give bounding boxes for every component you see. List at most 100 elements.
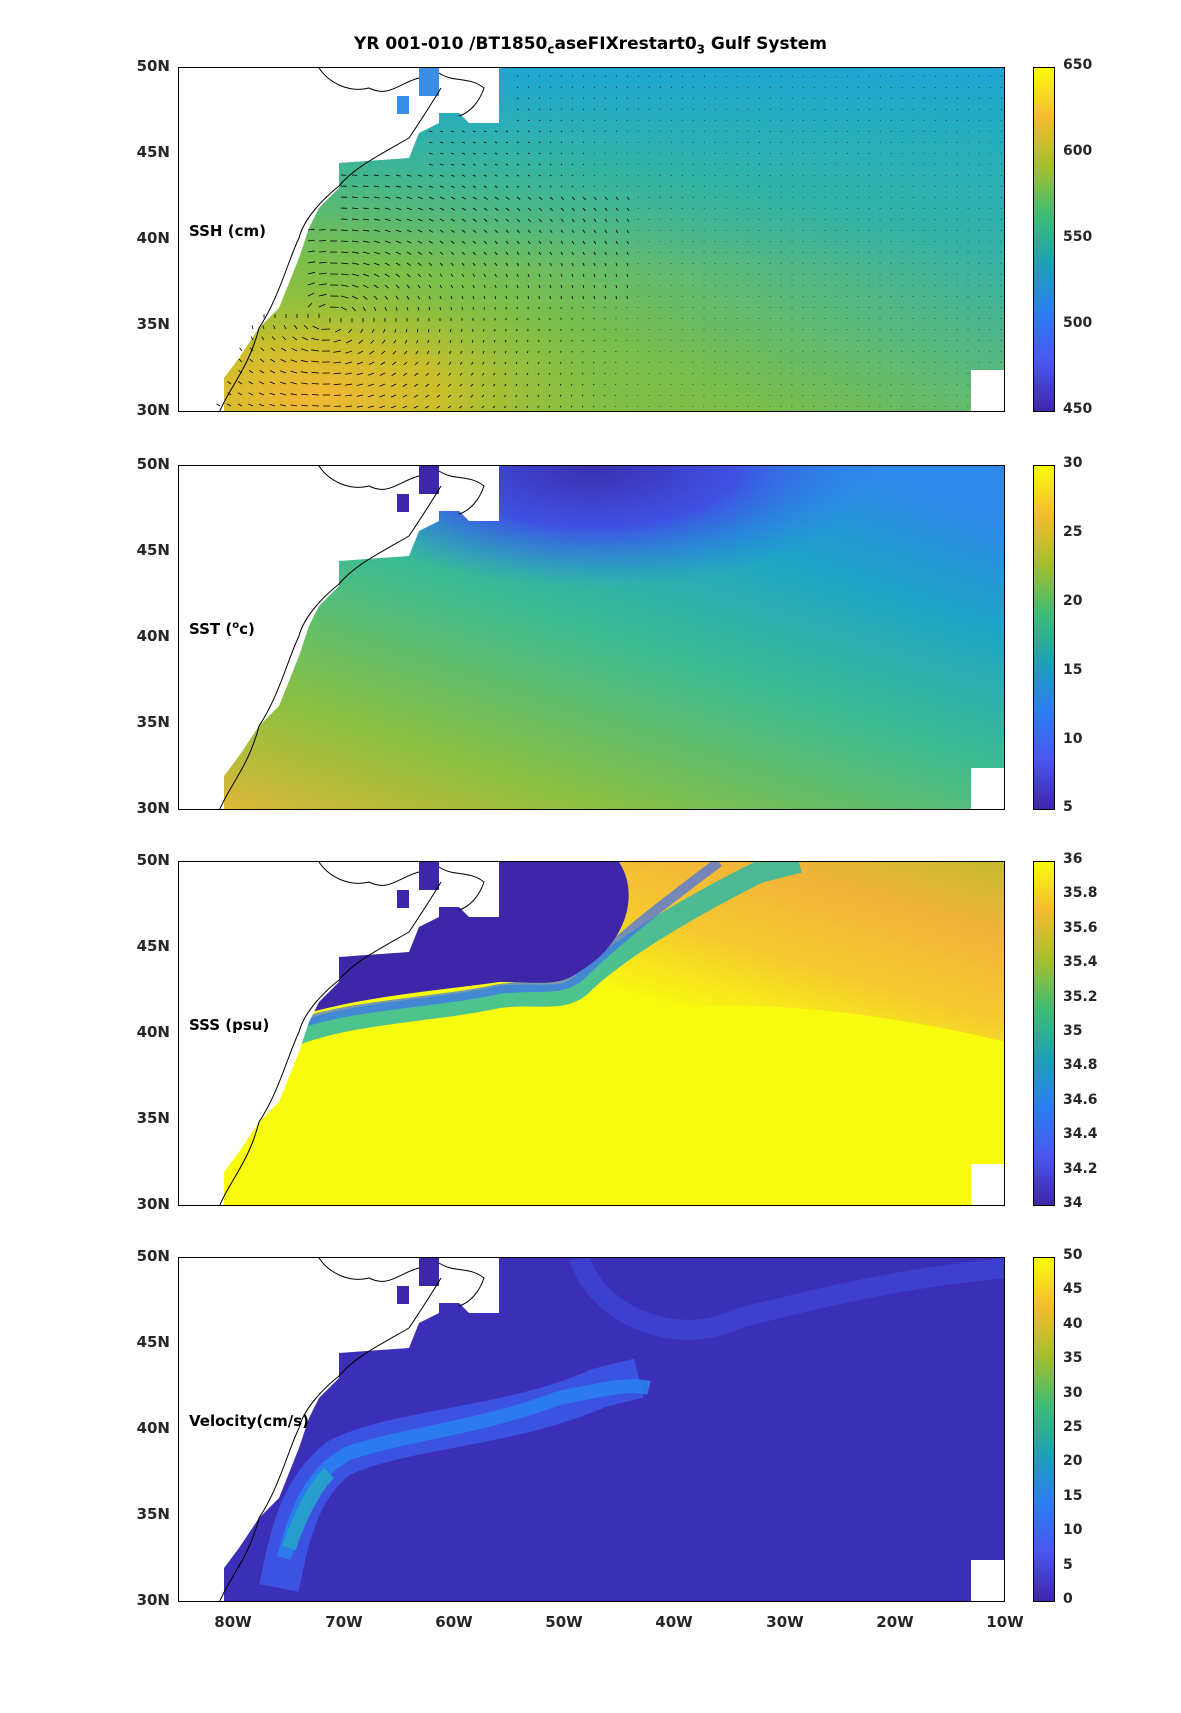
velocity-vector — [582, 108, 585, 110]
velocity-vector — [259, 358, 265, 363]
velocity-vector — [527, 295, 530, 300]
velocity-vector — [626, 196, 630, 201]
velocity-vector — [692, 141, 694, 143]
velocity-vector — [494, 196, 499, 200]
velocity-vector — [615, 262, 618, 267]
velocity-vector — [769, 119, 771, 121]
velocity-vector — [538, 240, 542, 245]
velocity-vector — [681, 141, 683, 143]
velocity-vector — [615, 273, 618, 278]
velocity-vector — [402, 383, 408, 387]
velocity-vector — [460, 339, 463, 343]
velocity-vector — [604, 405, 606, 408]
velocity-vector — [604, 284, 607, 289]
velocity-vector — [549, 207, 553, 211]
velocity-vector — [450, 306, 452, 311]
velocity-vector — [259, 381, 265, 385]
velocity-vector — [604, 141, 606, 143]
velocity-vector — [483, 185, 487, 188]
velocity-vector — [582, 97, 585, 99]
velocity-vector — [527, 262, 530, 267]
velocity-vector — [538, 119, 541, 121]
velocity-vector — [604, 196, 608, 200]
velocity-vector — [549, 185, 552, 188]
velocity-vector — [505, 218, 510, 222]
velocity-vector — [515, 372, 518, 376]
velocity-vector — [582, 284, 585, 289]
velocity-vector — [769, 108, 771, 110]
velocity-vector — [472, 273, 476, 278]
velocity-vector — [527, 130, 530, 133]
velocity-vector — [615, 295, 617, 300]
velocity-vector — [615, 108, 617, 110]
velocity-vector — [527, 218, 531, 222]
velocity-vector — [417, 262, 422, 267]
colorbar-tick: 36 — [1063, 851, 1083, 867]
velocity-vector — [472, 262, 476, 267]
lon-label: 80W — [214, 1613, 252, 1631]
velocity-vector — [615, 240, 618, 245]
velocity-vector — [560, 174, 563, 177]
velocity-vector — [538, 350, 540, 353]
velocity-vector — [425, 372, 430, 376]
velocity-vector — [505, 174, 509, 177]
velocity-vector — [637, 174, 639, 176]
velocity-vector — [659, 152, 661, 154]
velocity-vector — [449, 350, 452, 354]
velocity-vector — [368, 405, 375, 408]
velocity-vector — [417, 207, 423, 211]
velocity-vector — [560, 361, 562, 364]
velocity-vector — [290, 404, 298, 407]
velocity-vector — [280, 404, 287, 407]
velocity-vector — [318, 272, 327, 275]
velocity-vector — [492, 405, 496, 409]
velocity-vector — [681, 86, 683, 88]
velocity-vector — [747, 86, 749, 88]
velocity-vector — [461, 229, 466, 233]
velocity-vector — [470, 394, 474, 398]
velocity-vector — [448, 372, 452, 376]
velocity-vector — [311, 337, 320, 341]
velocity-vector — [333, 350, 342, 353]
velocity-vector — [461, 207, 467, 211]
velocity-vector — [626, 141, 628, 143]
velocity-vector — [593, 196, 597, 200]
velocity-vector — [626, 229, 630, 234]
velocity-vector — [824, 97, 826, 99]
velocity-vector — [402, 372, 408, 377]
velocity-vector — [659, 119, 661, 121]
velocity-vector — [351, 185, 358, 187]
velocity-vector — [269, 370, 276, 374]
velocity-vector — [582, 273, 585, 278]
velocity-vector — [626, 251, 629, 256]
velocity-vector — [505, 163, 509, 166]
velocity-vector — [494, 218, 499, 222]
lon-label: 70W — [325, 1613, 363, 1631]
velocity-vector — [301, 348, 309, 352]
colorbar-tick: 10 — [1063, 731, 1083, 747]
lat-label: 30N — [136, 1195, 170, 1213]
velocity-vector — [395, 262, 401, 266]
velocity-vector — [381, 339, 386, 344]
velocity-vector — [538, 251, 542, 256]
velocity-vector — [373, 306, 377, 311]
velocity-vector — [428, 240, 433, 244]
velocity-vector — [333, 339, 342, 343]
velocity-vector — [659, 163, 661, 165]
velocity-vector — [379, 394, 386, 398]
velocity-vector — [626, 152, 628, 154]
velocity-vector — [714, 75, 716, 77]
lon-label: 40W — [655, 1613, 693, 1631]
velocity-vector — [505, 130, 509, 133]
velocity-vector — [571, 196, 575, 200]
velocity-vector — [303, 325, 309, 330]
velocity-vector — [403, 361, 408, 366]
velocity-vector — [368, 372, 375, 376]
velocity-vector — [351, 251, 359, 254]
velocity-vector — [450, 229, 455, 233]
velocity-vector — [780, 130, 782, 132]
velocity-vector — [571, 141, 574, 143]
velocity-vector — [648, 185, 650, 187]
velocity-vector — [249, 358, 254, 363]
velocity-vector — [670, 97, 672, 99]
